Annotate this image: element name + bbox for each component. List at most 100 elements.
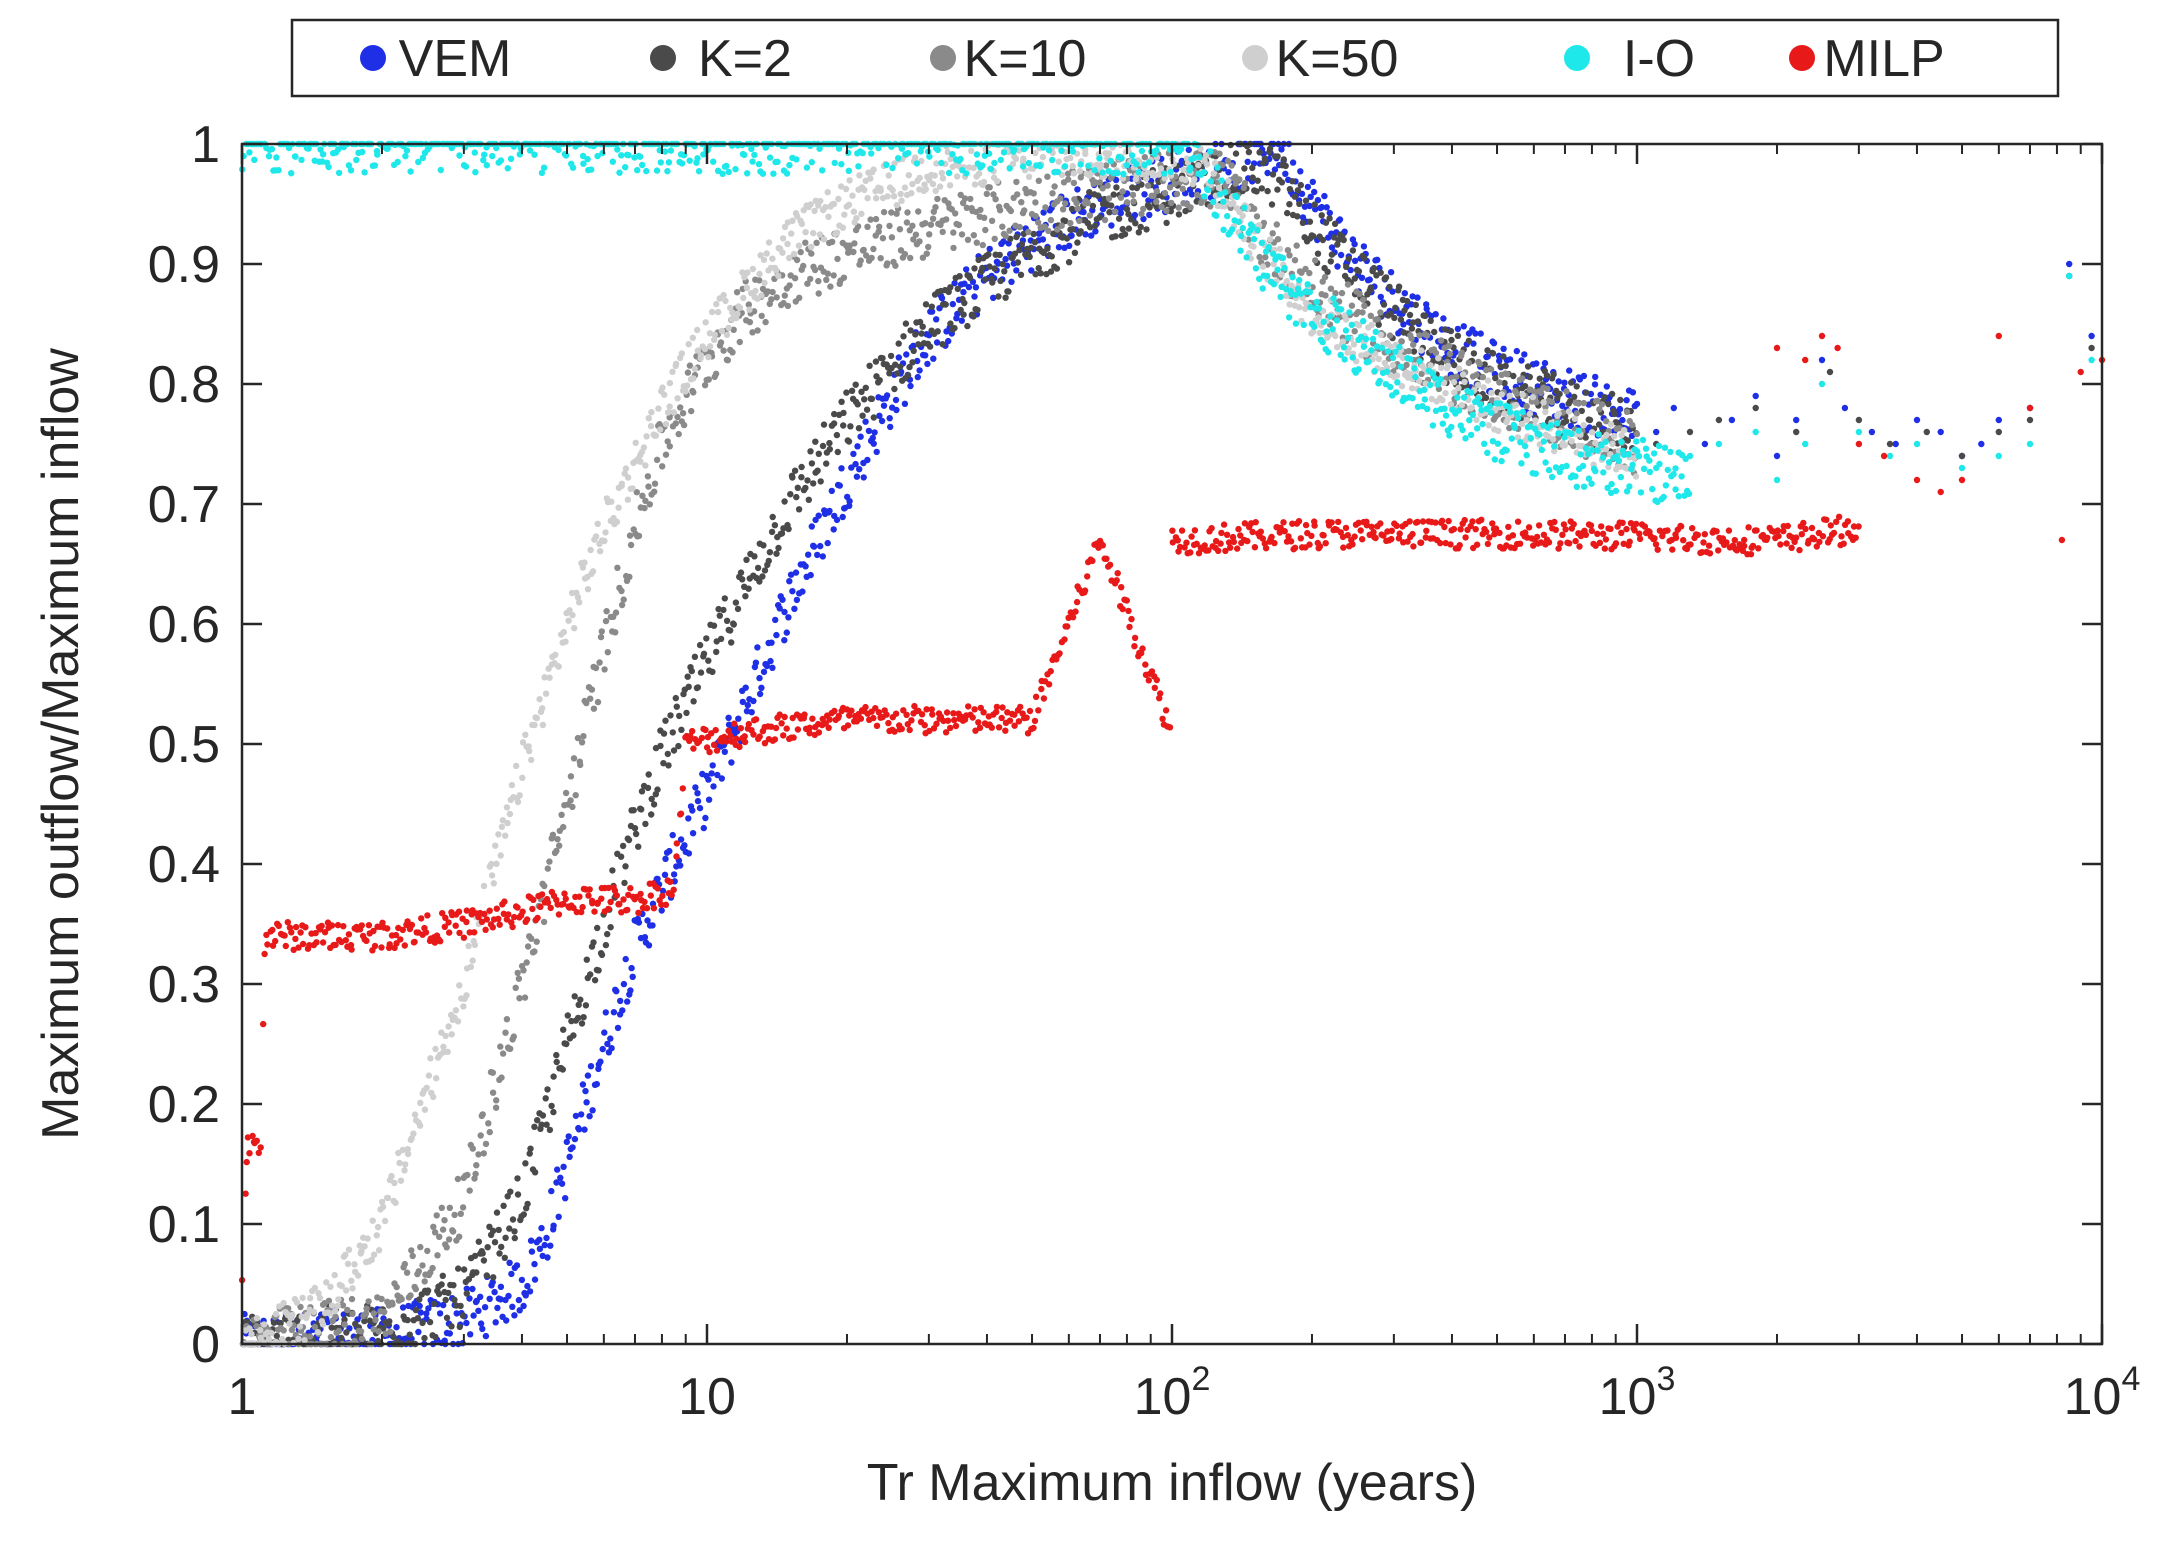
data-point xyxy=(846,502,853,509)
data-point xyxy=(2088,344,2095,352)
data-point xyxy=(800,207,807,214)
data-point xyxy=(1533,399,1540,406)
data-point xyxy=(319,151,327,158)
data-point xyxy=(1277,293,1284,301)
data-point xyxy=(677,862,684,869)
data-point xyxy=(1032,199,1039,206)
data-point xyxy=(1077,161,1084,168)
data-point xyxy=(1319,338,1326,346)
data-point xyxy=(773,294,780,301)
data-point xyxy=(490,1274,497,1281)
data-point xyxy=(915,341,922,348)
data-point xyxy=(721,595,728,602)
data-point xyxy=(713,747,721,754)
data-point xyxy=(1571,393,1578,400)
data-point xyxy=(562,895,569,902)
data-point xyxy=(851,240,858,247)
data-point xyxy=(363,937,370,944)
data-point xyxy=(689,727,696,735)
data-point xyxy=(542,690,550,697)
data-point xyxy=(781,637,788,644)
data-point xyxy=(1026,707,1034,715)
data-point xyxy=(408,921,416,929)
data-point xyxy=(1018,199,1025,206)
data-point xyxy=(985,251,992,258)
data-point xyxy=(820,421,828,428)
data-point xyxy=(653,167,661,174)
data-point xyxy=(1286,201,1293,208)
data-point xyxy=(358,922,365,929)
data-point xyxy=(1032,149,1039,157)
data-point xyxy=(466,929,473,936)
data-point xyxy=(1601,394,1608,401)
data-point xyxy=(1117,194,1125,201)
data-point xyxy=(370,1251,378,1258)
data-point xyxy=(690,375,697,382)
data-point xyxy=(314,1329,322,1336)
data-point xyxy=(1125,210,1132,218)
data-point xyxy=(1444,362,1452,370)
data-point xyxy=(883,392,891,399)
data-point xyxy=(1153,147,1160,154)
data-point xyxy=(1389,288,1396,295)
data-point xyxy=(779,235,787,242)
data-point xyxy=(1480,384,1487,391)
data-point xyxy=(819,553,826,560)
data-point xyxy=(1447,401,1455,408)
data-point xyxy=(965,703,972,710)
data-point xyxy=(1592,467,1599,475)
data-point xyxy=(538,169,546,177)
data-point xyxy=(319,939,327,946)
data-point xyxy=(1059,206,1067,213)
data-point xyxy=(1447,327,1455,335)
data-point xyxy=(723,617,731,624)
data-point xyxy=(1125,225,1133,232)
data-point xyxy=(811,266,819,274)
data-point xyxy=(673,703,680,710)
data-point xyxy=(1568,430,1575,438)
data-point xyxy=(1213,212,1220,219)
data-point xyxy=(566,607,573,614)
data-point xyxy=(862,703,869,711)
data-point xyxy=(1077,228,1084,235)
data-point xyxy=(939,341,946,348)
data-point xyxy=(528,935,535,942)
data-point xyxy=(1339,338,1347,345)
data-point xyxy=(650,801,658,808)
data-point xyxy=(923,250,930,257)
data-point xyxy=(810,480,817,487)
data-point xyxy=(456,1233,463,1240)
data-point xyxy=(1573,483,1581,490)
data-point xyxy=(1543,372,1551,379)
data-point xyxy=(497,1043,504,1050)
data-point xyxy=(1555,430,1562,437)
data-point xyxy=(674,395,681,402)
data-point xyxy=(1344,334,1352,341)
data-point xyxy=(855,425,863,432)
data-point xyxy=(675,430,682,438)
data-point xyxy=(1334,263,1341,270)
data-point xyxy=(1312,257,1319,264)
data-point xyxy=(892,396,900,404)
data-point xyxy=(928,706,935,713)
data-point xyxy=(1322,219,1330,226)
data-point xyxy=(1070,179,1078,187)
data-point xyxy=(1958,464,1966,472)
data-point xyxy=(1005,288,1012,295)
data-point xyxy=(1484,377,1492,384)
data-point xyxy=(619,1007,626,1014)
data-point xyxy=(1320,318,1327,325)
data-point xyxy=(922,352,929,359)
data-point xyxy=(481,151,488,158)
data-point xyxy=(489,1069,496,1076)
data-point xyxy=(334,921,342,929)
data-point xyxy=(642,497,649,504)
data-point xyxy=(1347,266,1354,274)
data-point xyxy=(1937,428,1944,436)
data-point xyxy=(1025,228,1032,236)
data-point xyxy=(811,207,818,215)
data-point xyxy=(646,501,653,508)
data-point xyxy=(1533,360,1540,367)
data-point xyxy=(716,612,723,619)
data-point xyxy=(961,195,969,202)
